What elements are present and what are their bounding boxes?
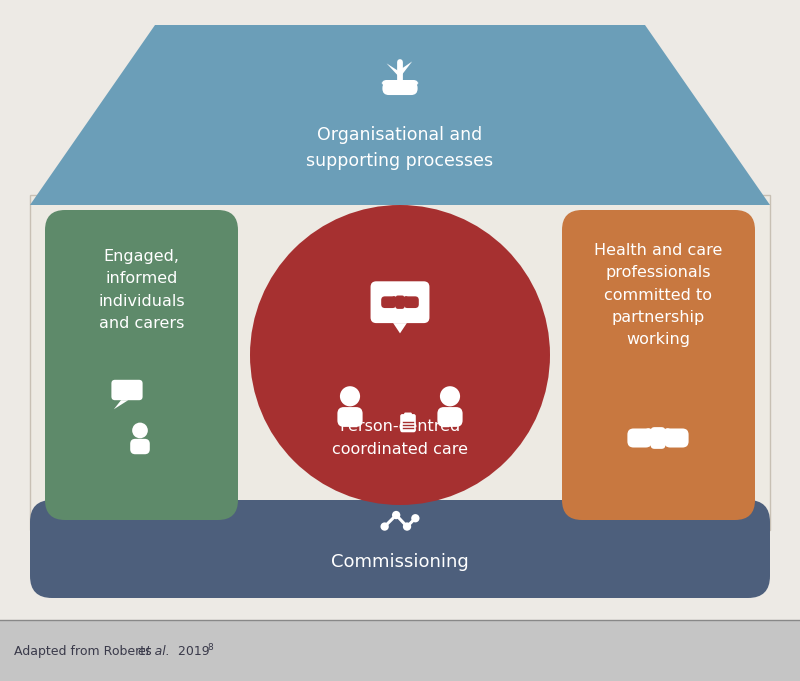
Bar [0,620,800,681]
FancyBboxPatch shape [381,296,396,308]
Circle shape [403,296,408,301]
Polygon shape [114,400,128,409]
FancyBboxPatch shape [45,210,238,520]
FancyBboxPatch shape [382,82,418,95]
Text: Commissioning: Commissioning [331,553,469,571]
FancyBboxPatch shape [627,428,652,447]
FancyBboxPatch shape [650,427,666,449]
Text: Health and care
professionals
committed to
partnership
working: Health and care professionals committed … [594,243,722,347]
Text: 2019: 2019 [174,645,210,659]
FancyBboxPatch shape [30,195,770,530]
FancyBboxPatch shape [111,380,142,400]
Circle shape [132,423,148,439]
FancyBboxPatch shape [370,281,430,323]
Polygon shape [393,323,407,334]
FancyBboxPatch shape [382,80,418,86]
Circle shape [440,386,460,407]
Text: Engaged,
informed
individuals
and carers: Engaged, informed individuals and carers [98,249,185,331]
FancyBboxPatch shape [30,500,770,598]
FancyBboxPatch shape [562,210,755,520]
Polygon shape [386,63,400,76]
FancyBboxPatch shape [400,414,416,432]
Circle shape [392,296,397,301]
Circle shape [654,428,662,436]
FancyBboxPatch shape [130,439,150,454]
Polygon shape [30,25,770,205]
Circle shape [645,428,652,436]
FancyBboxPatch shape [395,296,405,309]
Circle shape [340,386,360,407]
FancyBboxPatch shape [664,428,689,447]
Text: Person-centred
coordinated care: Person-centred coordinated care [332,419,468,456]
Text: Organisational and
supporting processes: Organisational and supporting processes [306,126,494,170]
Polygon shape [400,61,412,75]
FancyBboxPatch shape [338,407,362,427]
Circle shape [664,428,671,436]
FancyBboxPatch shape [404,296,419,308]
Circle shape [411,514,419,522]
Text: 8: 8 [207,644,213,652]
Circle shape [398,296,402,301]
FancyBboxPatch shape [438,407,462,427]
Text: et al.: et al. [138,645,170,659]
Circle shape [381,522,389,530]
Circle shape [392,511,400,519]
Text: Adapted from Roberts: Adapted from Roberts [14,645,156,659]
FancyBboxPatch shape [404,413,412,416]
Circle shape [403,522,411,530]
Circle shape [250,205,550,505]
